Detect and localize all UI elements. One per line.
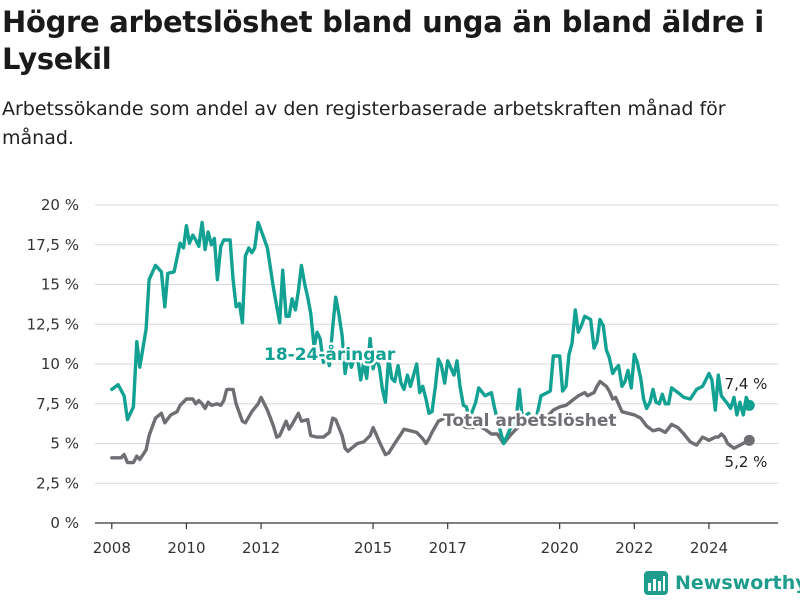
- x-tick-label: 2024: [690, 539, 728, 557]
- end-marker-youth: [743, 399, 755, 411]
- page-subtitle: Arbetssökande som andel av den registerb…: [2, 98, 726, 149]
- brand-logo[interactable]: Newsworthy: [643, 568, 800, 598]
- y-tick-label: 17,5 %: [27, 236, 79, 254]
- end-marker-total: [743, 434, 755, 446]
- y-tick-label: 0 %: [50, 514, 79, 532]
- x-tick-label: 2008: [93, 539, 131, 557]
- x-tick-label: 2022: [615, 539, 653, 557]
- axis-layer: 0 % 2,5 % 5 % 7,5 % 10 % 12,5 % 15 % 17,5 % 20 %…: [27, 196, 778, 557]
- series-label-youth: 18-24-åringar: [264, 343, 396, 365]
- y-tick-label: 15 %: [41, 276, 79, 294]
- series-label-total: Total arbetslöshet: [443, 411, 617, 431]
- x-tick-label: 2012: [242, 539, 280, 557]
- y-tick-label: 5 %: [50, 435, 79, 453]
- x-tick-label: 2015: [354, 539, 392, 557]
- y-tick-label: 12,5 %: [27, 315, 79, 333]
- series-line-total: [110, 379, 751, 465]
- label-layer: 18-24-åringar 7,4 % Total arbetslöshet 5,2 …: [262, 341, 770, 474]
- newsworthy-logo-icon: [644, 571, 668, 595]
- y-tick-label: 2,5 %: [36, 474, 79, 492]
- x-tick-label: 2017: [429, 539, 467, 557]
- end-value-label-youth: 7,4 %: [725, 375, 768, 393]
- y-tick-label: 20 %: [41, 196, 79, 214]
- y-tick-label: 10 %: [41, 355, 79, 373]
- x-tick-label: 2020: [541, 539, 579, 557]
- brand-name: Newsworthy: [675, 572, 800, 594]
- page-title: Högre arbetslöshet bland unga än bland ä…: [2, 5, 764, 76]
- series-layer: [110, 220, 755, 465]
- series-line-youth: [110, 220, 751, 446]
- y-tick-label: 7,5 %: [36, 395, 79, 413]
- x-tick-label: 2010: [167, 539, 205, 557]
- end-value-label-total: 5,2 %: [725, 453, 768, 471]
